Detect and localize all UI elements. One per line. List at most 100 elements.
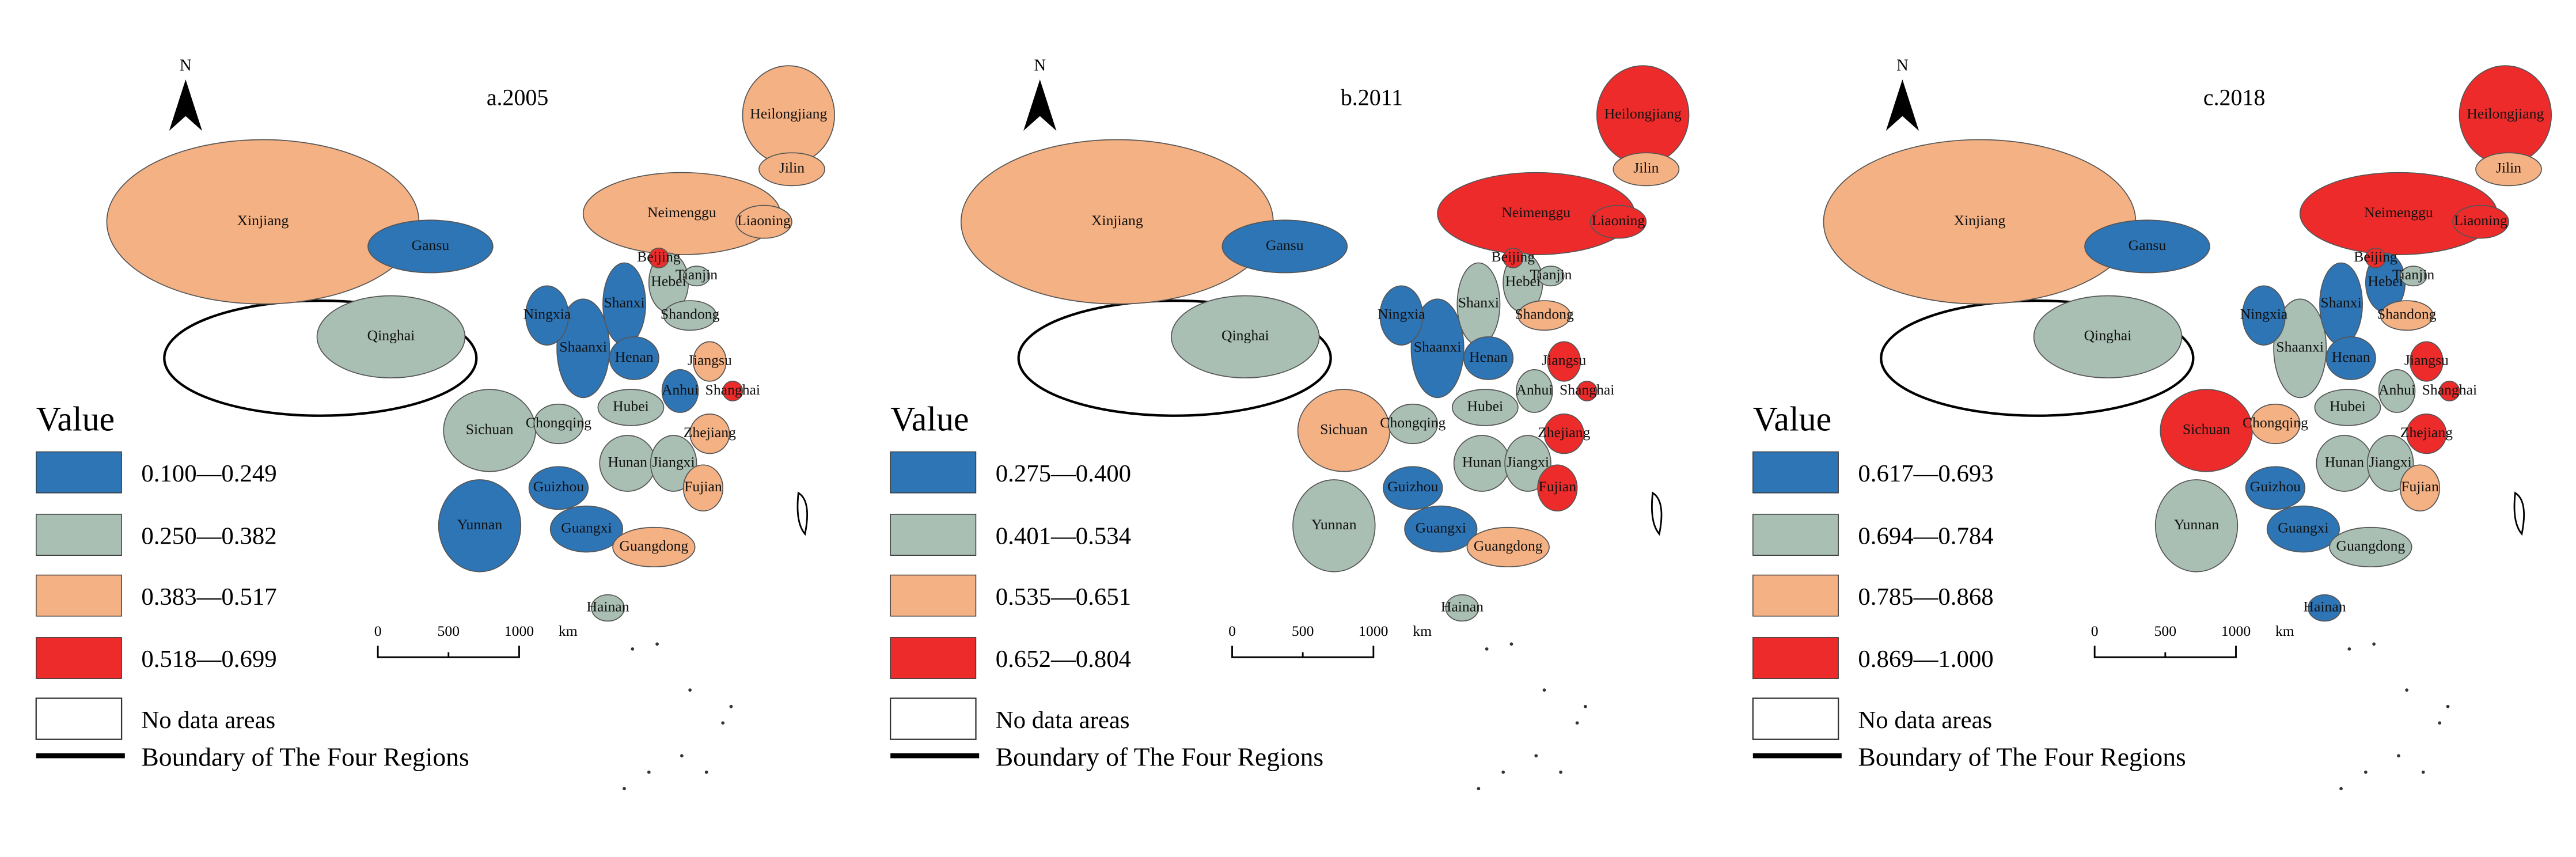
taiwan bbox=[796, 491, 809, 536]
legend-label: 0.694—0.784 bbox=[1858, 522, 1993, 549]
province-label: Shanghai bbox=[1560, 381, 1614, 398]
province-label: Anhui bbox=[1516, 381, 1553, 398]
legend-label: Boundary of The Four Regions bbox=[141, 742, 469, 771]
province bbox=[367, 219, 494, 274]
legend-swatch bbox=[890, 574, 977, 617]
province-label: Shandong bbox=[661, 306, 720, 323]
province bbox=[758, 152, 825, 187]
province-label: Guangxi bbox=[2278, 519, 2328, 536]
province-label: Hainan bbox=[2303, 598, 2346, 615]
island bbox=[1534, 754, 1538, 758]
island bbox=[1583, 704, 1587, 708]
province-label: Ningxia bbox=[2240, 306, 2288, 323]
province bbox=[2399, 464, 2441, 512]
province-label: Jiangsu bbox=[2404, 352, 2449, 369]
province-label: Sichuan bbox=[2183, 420, 2230, 437]
province bbox=[2250, 403, 2301, 445]
scale-bar bbox=[377, 646, 520, 658]
scale-bar bbox=[2093, 646, 2237, 658]
scale-label: 0 bbox=[1228, 623, 1236, 639]
province-label: Tianjin bbox=[2392, 266, 2434, 283]
province-label: Jiangsu bbox=[688, 352, 732, 369]
province bbox=[1451, 389, 1519, 426]
island bbox=[655, 642, 659, 646]
province-label: Hainan bbox=[586, 598, 629, 615]
province-label: Ningxia bbox=[523, 306, 571, 323]
island bbox=[2372, 642, 2376, 646]
province-label: Zhejiang bbox=[1538, 424, 1590, 441]
province-label: Liaoning bbox=[1592, 212, 1645, 229]
province-label: Shanghai bbox=[2422, 381, 2477, 398]
province-label: Zhejiang bbox=[684, 424, 736, 441]
map-panel: Xinjiang Qinghai Gansu Neimenggu Heilongjian… bbox=[35, 57, 836, 791]
province-label: Jilin bbox=[779, 160, 805, 176]
north-label: N bbox=[1034, 57, 1046, 75]
province-label: Beijing bbox=[2354, 248, 2397, 265]
province bbox=[1576, 380, 1598, 401]
legend-label: 0.383—0.517 bbox=[141, 583, 276, 610]
province bbox=[1292, 479, 1376, 572]
island bbox=[2364, 770, 2368, 774]
province bbox=[722, 380, 743, 401]
province bbox=[533, 403, 584, 445]
legend-label: No data areas bbox=[996, 707, 1130, 734]
province-label: Jilin bbox=[2496, 160, 2521, 176]
legend-label: 0.535—0.651 bbox=[996, 583, 1131, 610]
scale-label: km bbox=[1413, 623, 1432, 639]
legend-label: 0.652—0.804 bbox=[996, 646, 1131, 673]
province bbox=[525, 285, 569, 346]
province-label: Hebei bbox=[2368, 273, 2403, 290]
province bbox=[1171, 295, 1320, 378]
legend-label: No data areas bbox=[141, 707, 275, 734]
province-label: Chongqing bbox=[2243, 414, 2308, 431]
legend-swatch bbox=[890, 637, 977, 679]
province-label: Zhejiang bbox=[2400, 424, 2453, 441]
province-label: Heilongjiang bbox=[2467, 105, 2544, 122]
province bbox=[648, 247, 669, 268]
legend-label: 0.275—0.400 bbox=[996, 460, 1131, 487]
island bbox=[704, 770, 708, 774]
province bbox=[735, 204, 792, 239]
province-label: Xinjiang bbox=[1954, 212, 2006, 229]
province bbox=[556, 298, 610, 399]
legend-label: 0.617—0.693 bbox=[1858, 460, 1993, 487]
province-label: Shanghai bbox=[705, 381, 760, 398]
island bbox=[2405, 688, 2409, 692]
province-label: Fujian bbox=[2401, 478, 2439, 495]
province-label: Gansu bbox=[1266, 237, 1304, 253]
province bbox=[2410, 341, 2444, 382]
scale-label: 0 bbox=[2091, 623, 2099, 639]
province bbox=[528, 466, 589, 510]
province-label: Hainan bbox=[1441, 598, 1484, 615]
province bbox=[2452, 204, 2509, 239]
island bbox=[2339, 787, 2343, 791]
province-label: Guizhou bbox=[1387, 478, 1439, 495]
province bbox=[316, 295, 466, 378]
province bbox=[1613, 152, 1680, 187]
province-label: Neimenggu bbox=[647, 204, 716, 221]
province-label: Fujian bbox=[684, 478, 722, 495]
province-label: Guizhou bbox=[533, 478, 585, 495]
province bbox=[1516, 369, 1553, 413]
province-label: Shanxi bbox=[604, 294, 644, 311]
north-label: N bbox=[180, 57, 192, 75]
province-label: Jiangxi bbox=[1507, 453, 1549, 470]
province-label: Neimenggu bbox=[2364, 204, 2433, 221]
panel-title: a.2005 bbox=[487, 85, 549, 111]
province-label: Henan bbox=[1469, 348, 1508, 365]
province-label: Guangxi bbox=[561, 519, 612, 536]
province-label: Guangdong bbox=[1474, 537, 1543, 554]
legend-swatch bbox=[36, 514, 122, 556]
island bbox=[2347, 647, 2351, 651]
province bbox=[612, 526, 696, 568]
province bbox=[1543, 414, 1584, 454]
island bbox=[2438, 721, 2442, 725]
province-label: Gansu bbox=[2129, 237, 2167, 253]
province-label: Fujian bbox=[1539, 478, 1577, 495]
scale-label: 1000 bbox=[1359, 623, 1388, 639]
province-label: Hubei bbox=[2330, 397, 2366, 414]
province-label: Tianjin bbox=[676, 266, 718, 283]
island bbox=[2446, 704, 2450, 708]
province bbox=[663, 300, 717, 331]
